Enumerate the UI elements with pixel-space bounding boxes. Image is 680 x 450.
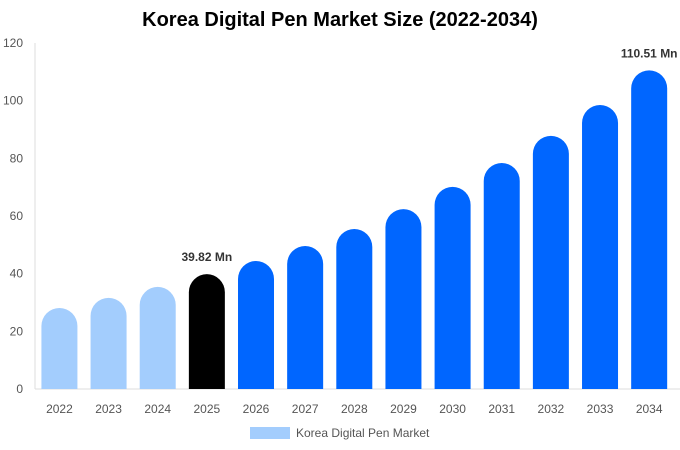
bar: [336, 228, 373, 389]
y-tick-label: 80: [10, 151, 24, 165]
x-tick-label: 2029: [390, 402, 417, 416]
x-tick-label: 2030: [439, 402, 466, 416]
bar: [188, 274, 225, 389]
x-tick-label: 2031: [488, 402, 515, 416]
x-tick-label: 2032: [538, 402, 565, 416]
x-tick-label: 2028: [341, 402, 368, 416]
y-tick-label: 20: [10, 324, 24, 338]
chart-title: Korea Digital Pen Market Size (2022-2034…: [142, 9, 538, 31]
y-tick-label: 40: [10, 267, 24, 281]
bar: [139, 286, 176, 389]
bar: [434, 186, 471, 389]
y-tick-label: 60: [10, 209, 24, 223]
bar: [238, 260, 275, 389]
data-label: 110.51 Mn: [621, 46, 678, 60]
x-tick-label: 2027: [292, 402, 319, 416]
legend-label: Korea Digital Pen Market: [296, 426, 430, 440]
y-tick-label: 0: [16, 382, 23, 396]
x-tick-label: 2023: [95, 402, 122, 416]
bar: [287, 245, 324, 389]
y-tick-label: 120: [3, 36, 23, 50]
x-tick-label: 2025: [194, 402, 221, 416]
legend: Korea Digital Pen Market: [250, 426, 429, 440]
x-tick-label: 2022: [46, 402, 73, 416]
bar: [532, 135, 569, 389]
x-tick-label: 2034: [636, 402, 663, 416]
data-label: 39.82 Mn: [182, 250, 233, 264]
bar: [582, 104, 619, 389]
bar: [483, 162, 520, 389]
bar: [631, 70, 668, 390]
y-tick-label: 100: [3, 94, 23, 108]
x-tick-label: 2024: [144, 402, 171, 416]
x-tick-label: 2033: [587, 402, 614, 416]
legend-swatch: [250, 427, 290, 439]
bar: [385, 209, 422, 389]
x-tick-label: 2026: [243, 402, 270, 416]
bar: [41, 307, 78, 389]
bar: [90, 297, 127, 389]
